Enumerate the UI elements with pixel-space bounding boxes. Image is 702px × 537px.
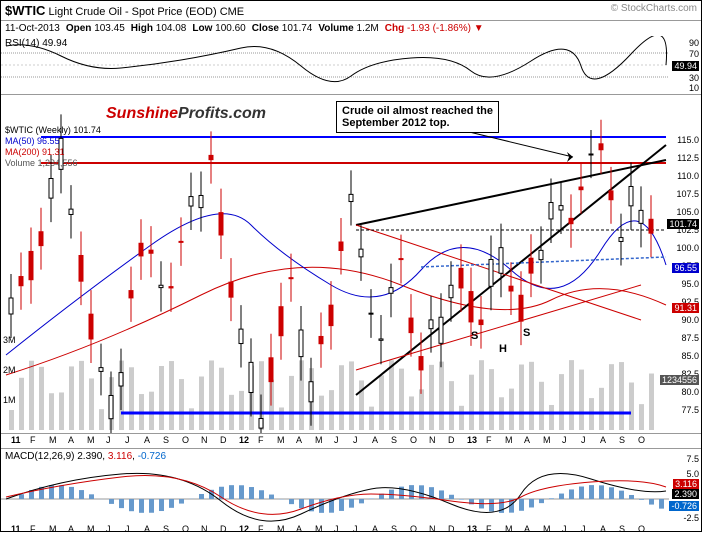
close-val: 101.74 xyxy=(282,23,313,34)
symbol: $WTIC xyxy=(5,3,45,18)
vol-scale-1m: 1M xyxy=(3,395,16,405)
vol-val: 1.2M xyxy=(357,23,379,34)
chg-val: -1.93 (-1.86%) xyxy=(407,23,471,34)
vol-scale-3m: 3M xyxy=(3,335,16,345)
chg-label: Chg xyxy=(385,23,404,34)
ma200-tag: 91.31 xyxy=(672,303,699,313)
head: H xyxy=(499,343,507,355)
chart-header: $WTIC Light Crude Oil - Spot Price (EOD)… xyxy=(1,1,701,21)
annotation-box: Crude oil almost reached theSeptember 20… xyxy=(336,101,499,133)
vol-scale-2m: 2M xyxy=(3,365,16,375)
open-val: 103.45 xyxy=(94,23,125,34)
price-panel: SunshineProfits.com Crude oil almost rea… xyxy=(1,95,701,434)
legend-volume: Volume 1,234,556 xyxy=(5,158,101,169)
time-axis-macd: 11FMAMJJASOND12FMAMJJASOND13FMAMJJASO xyxy=(1,523,701,537)
rsi-panel: RSI(14) 49.94 90 70 49.94 30 10 xyxy=(1,36,701,95)
header-title: $WTIC Light Crude Oil - Spot Price (EOD)… xyxy=(5,3,244,18)
legend-ma50: MA(50) 96.55 xyxy=(5,136,101,147)
close-label: Close xyxy=(252,23,279,34)
ohlc-bar: 11-Oct-2013 Open 103.45 High 104.08 Low … xyxy=(1,21,701,36)
down-arrow-icon: ▼ xyxy=(474,23,484,34)
vol-label: Volume xyxy=(318,23,353,34)
open-label: Open xyxy=(66,23,92,34)
ma50-tag: 96.55 xyxy=(672,263,699,273)
shoulder-1: S xyxy=(471,330,478,342)
attribution: © StockCharts.com xyxy=(611,3,697,18)
price-tag: 101.74 xyxy=(667,219,699,229)
vol-tag: 1234556 xyxy=(660,375,699,385)
watermark: SunshineProfits.com xyxy=(106,105,266,123)
date: 11-Oct-2013 xyxy=(5,23,60,34)
macd-chart xyxy=(1,449,669,523)
high-label: High xyxy=(131,23,153,34)
chart-container: $WTIC Light Crude Oil - Spot Price (EOD)… xyxy=(0,0,702,532)
legend: $WTIC (Weekly) 101.74 MA(50) 96.55 MA(20… xyxy=(5,125,101,169)
rsi-chart xyxy=(1,36,669,94)
high-val: 104.08 xyxy=(156,23,187,34)
symbol-desc: Light Crude Oil - Spot Price (EOD) xyxy=(49,6,217,18)
legend-wtic: $WTIC (Weekly) 101.74 xyxy=(5,125,101,136)
price-chart xyxy=(1,95,669,433)
low-val: 100.60 xyxy=(215,23,246,34)
macd-panel: MACD(12,26,9) 2.390, 3.116, -0.726 7.5 5… xyxy=(1,449,701,523)
legend-ma200: MA(200) 91.31 xyxy=(5,147,101,158)
exchange: CME xyxy=(220,6,244,18)
low-label: Low xyxy=(192,23,212,34)
time-axis-main: 11FMAMJJASOND12FMAMJJASOND13FMAMJJASO xyxy=(1,434,701,449)
shoulder-2: S xyxy=(523,327,530,339)
